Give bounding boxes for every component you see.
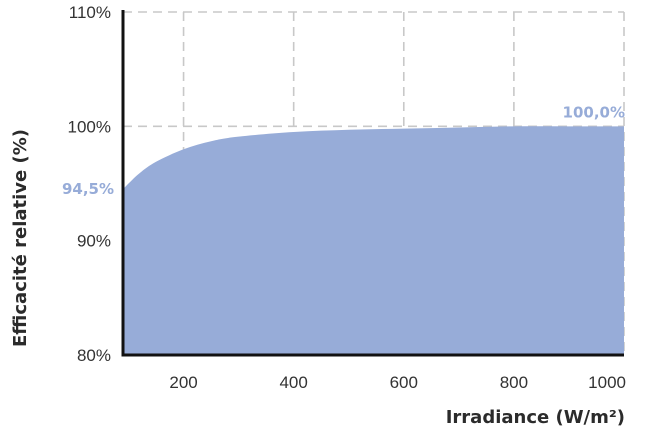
axes xyxy=(121,10,624,357)
annotation-end-value: 100,0% xyxy=(563,103,625,121)
y-tick-label: 90% xyxy=(77,232,111,251)
x-tick-label: 600 xyxy=(390,373,418,392)
x-tick-label: 1000 xyxy=(588,373,626,392)
annotation-start-value: 94,5% xyxy=(62,180,114,198)
y-tick-labels: 80% 90% 100% 110% xyxy=(68,3,111,365)
annotations: 94,5% 100,0% xyxy=(62,103,625,198)
x-tick-labels: 200 400 600 800 1000 xyxy=(169,373,626,392)
y-tick-label: 80% xyxy=(77,346,111,365)
efficiency-area xyxy=(123,126,624,355)
y-tick-label: 110% xyxy=(69,3,111,22)
x-axis-title: Irradiance (W/m²) xyxy=(446,407,625,428)
y-tick-label: 100% xyxy=(68,117,111,136)
y-axis-title: Efficacité relative (%) xyxy=(10,129,31,347)
x-tick-label: 200 xyxy=(169,373,197,392)
x-tick-label: 400 xyxy=(279,373,307,392)
x-tick-label: 800 xyxy=(500,373,528,392)
